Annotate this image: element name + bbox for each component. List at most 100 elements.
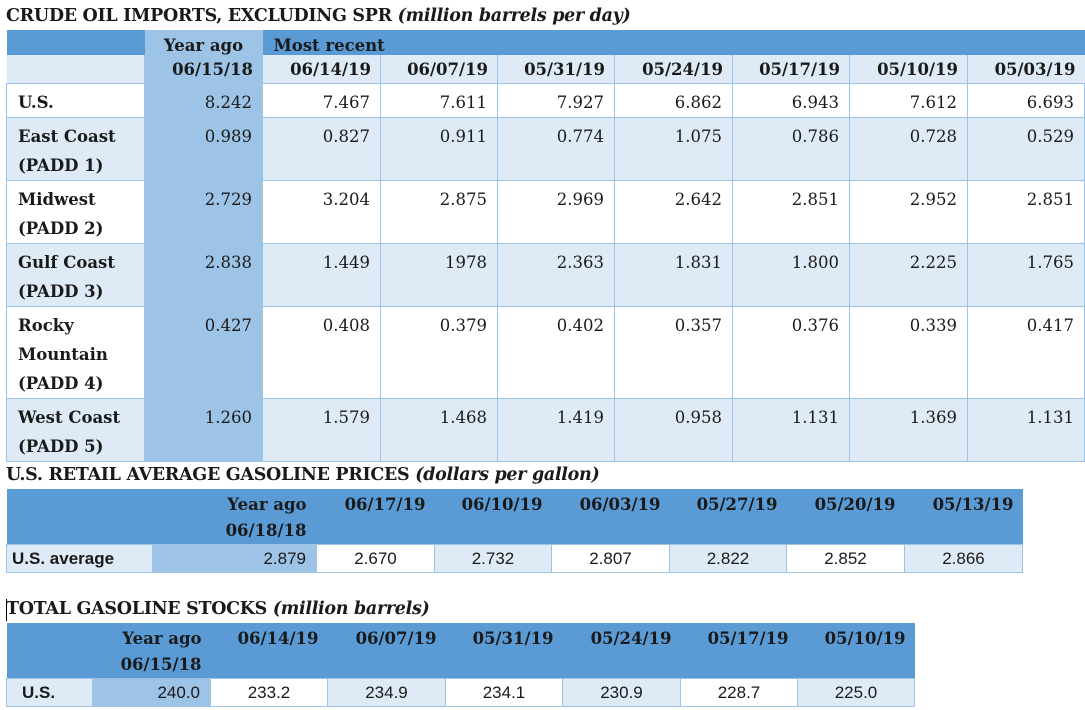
imports-value-cell: 0.339 — [849, 306, 968, 399]
imports-value-cell: 2.969 — [497, 180, 615, 244]
gasoline-stocks-data-row: U.S. 240.0 233.2 234.9 234.1 230.9 228.7… — [6, 678, 915, 707]
imports-value-cell: 8.242 — [144, 83, 263, 118]
imports-data-row: Gulf Coast (PADD 3) 2.838 1.449 1978 2.363 1.… — [6, 243, 1085, 307]
crude-oil-imports-table: Year ago Most recent 06/15/18 06/14/19 0… — [6, 30, 1085, 462]
imports-value-cell: 6.693 — [967, 83, 1085, 118]
gasoline-stocks-title-text: TOTAL GASOLINE STOCKS — [6, 599, 268, 619]
gasoline-stocks-cell: 233.2 — [210, 678, 328, 707]
gasoline-stocks-title: TOTAL GASOLINE STOCKS (million barrels) — [6, 599, 430, 619]
gasoline-prices-cell: 2.807 — [551, 544, 670, 573]
imports-value-cell: 1978 — [380, 243, 498, 307]
imports-region-label: U.S. — [6, 83, 145, 118]
imports-value-cell: 7.467 — [262, 83, 381, 118]
imports-value-cell: 1.831 — [614, 243, 733, 307]
imports-value-cell: 0.408 — [262, 306, 381, 399]
imports-value-cell: 0.827 — [262, 117, 381, 181]
gasoline-prices-table: Year ago 06/18/18 06/17/19 06/10/19 06/0… — [6, 489, 1023, 573]
gasoline-stocks-row-label: U.S. — [6, 678, 93, 707]
imports-date-header: 06/14/19 — [262, 55, 381, 84]
text-cursor — [6, 599, 7, 621]
imports-value-cell: 1.579 — [262, 398, 381, 462]
imports-value-cell: 1.131 — [732, 398, 850, 462]
gasoline-prices-header: 05/13/19 — [904, 489, 1023, 545]
gasoline-stocks-cell: 234.9 — [327, 678, 446, 707]
imports-value-cell: 2.838 — [144, 243, 263, 307]
gasoline-prices-header: 06/17/19 — [316, 489, 435, 545]
gasoline-stocks-header: 06/14/19 — [210, 623, 328, 679]
gasoline-prices-header: 05/27/19 — [669, 489, 787, 545]
imports-most-recent-label: Most recent — [262, 30, 1085, 55]
gasoline-stocks-header: Year ago 06/15/18 — [92, 623, 211, 679]
imports-data-row: Rocky Mountain (PADD 4) 0.427 0.408 0.379 0.… — [6, 306, 1085, 399]
imports-value-cell: 7.927 — [497, 83, 615, 118]
imports-region-label: Midwest (PADD 2) — [6, 180, 145, 244]
imports-value-cell: 1.131 — [967, 398, 1085, 462]
imports-value-cell: 0.911 — [380, 117, 498, 181]
gasoline-stocks-header: 05/10/19 — [797, 623, 915, 679]
gasoline-prices-row-label: U.S. average — [6, 544, 153, 573]
imports-region-label: Rocky Mountain (PADD 4) — [6, 306, 145, 399]
gasoline-stocks-corner — [6, 623, 93, 679]
gasoline-stocks-header: 05/31/19 — [445, 623, 563, 679]
gasoline-prices-corner — [6, 489, 153, 545]
gasoline-prices-header: 06/03/19 — [551, 489, 670, 545]
gasoline-stocks-cell: 225.0 — [797, 678, 915, 707]
imports-value-cell: 7.612 — [849, 83, 968, 118]
imports-value-cell: 0.357 — [614, 306, 733, 399]
imports-date-header: 05/10/19 — [849, 55, 968, 84]
imports-date-header: 05/31/19 — [497, 55, 615, 84]
gasoline-prices-cell: 2.822 — [669, 544, 787, 573]
imports-value-cell: 2.729 — [144, 180, 263, 244]
imports-title-text: CRUDE OIL IMPORTS, EXCLUDING SPR — [6, 6, 392, 26]
imports-data-row: Midwest (PADD 2) 2.729 3.204 2.875 2.969 2.64… — [6, 180, 1085, 244]
imports-date-header: 05/03/19 — [967, 55, 1085, 84]
imports-value-cell: 2.642 — [614, 180, 733, 244]
imports-region-label: West Coast (PADD 5) — [6, 398, 145, 462]
imports-value-cell: 2.851 — [967, 180, 1085, 244]
gasoline-prices-cell: 2.866 — [904, 544, 1023, 573]
imports-value-cell: 2.363 — [497, 243, 615, 307]
gasoline-prices-header: 05/20/19 — [786, 489, 905, 545]
imports-value-cell: 0.427 — [144, 306, 263, 399]
gasoline-stocks-cell: 228.7 — [680, 678, 798, 707]
imports-value-cell: 1.075 — [614, 117, 733, 181]
imports-data-row: East Coast (PADD 1) 0.989 0.827 0.911 0.774 1… — [6, 117, 1085, 181]
imports-subtitle: (million barrels per day) — [397, 6, 631, 26]
imports-value-cell: 2.952 — [849, 180, 968, 244]
imports-value-cell: 0.402 — [497, 306, 615, 399]
imports-header-group-row: Year ago Most recent — [6, 30, 1085, 55]
imports-data-row: West Coast (PADD 5) 1.260 1.579 1.468 1.419 0… — [6, 398, 1085, 462]
imports-value-cell: 6.862 — [614, 83, 733, 118]
imports-value-cell: 0.774 — [497, 117, 615, 181]
gasoline-stocks-header: 05/24/19 — [562, 623, 681, 679]
imports-value-cell: 0.989 — [144, 117, 263, 181]
gasoline-stocks-header: 05/17/19 — [680, 623, 798, 679]
imports-value-cell: 0.958 — [614, 398, 733, 462]
gasoline-prices-cell: 2.732 — [434, 544, 552, 573]
imports-value-cell: 0.529 — [967, 117, 1085, 181]
imports-value-cell: 0.376 — [732, 306, 850, 399]
gasoline-stocks-header-row: Year ago 06/15/18 06/14/19 06/07/19 05/3… — [6, 623, 915, 679]
imports-date-header: 05/24/19 — [614, 55, 733, 84]
gasoline-prices-cell: 2.670 — [316, 544, 435, 573]
imports-value-cell: 1.260 — [144, 398, 263, 462]
imports-value-cell: 0.417 — [967, 306, 1085, 399]
imports-value-cell: 1.369 — [849, 398, 968, 462]
imports-value-cell: 2.851 — [732, 180, 850, 244]
gasoline-stocks-subtitle: (million barrels) — [272, 599, 430, 619]
imports-value-cell: 6.943 — [732, 83, 850, 118]
gasoline-prices-cell: 2.879 — [152, 544, 317, 573]
imports-value-cell: 7.611 — [380, 83, 498, 118]
imports-date-header: 06/15/18 — [144, 55, 263, 84]
gasoline-prices-title-text: U.S. RETAIL AVERAGE GASOLINE PRICES — [6, 465, 410, 485]
gasoline-prices-header: 06/10/19 — [434, 489, 552, 545]
imports-date-header: 05/17/19 — [732, 55, 850, 84]
imports-value-cell: 2.225 — [849, 243, 968, 307]
imports-value-cell: 2.875 — [380, 180, 498, 244]
gasoline-prices-subtitle: (dollars per gallon) — [415, 465, 600, 485]
gasoline-prices-title: U.S. RETAIL AVERAGE GASOLINE PRICES (dol… — [6, 465, 600, 485]
imports-value-cell: 1.468 — [380, 398, 498, 462]
imports-value-cell: 0.379 — [380, 306, 498, 399]
imports-title: CRUDE OIL IMPORTS, EXCLUDING SPR (millio… — [6, 6, 631, 26]
gasoline-stocks-header: 06/07/19 — [327, 623, 446, 679]
